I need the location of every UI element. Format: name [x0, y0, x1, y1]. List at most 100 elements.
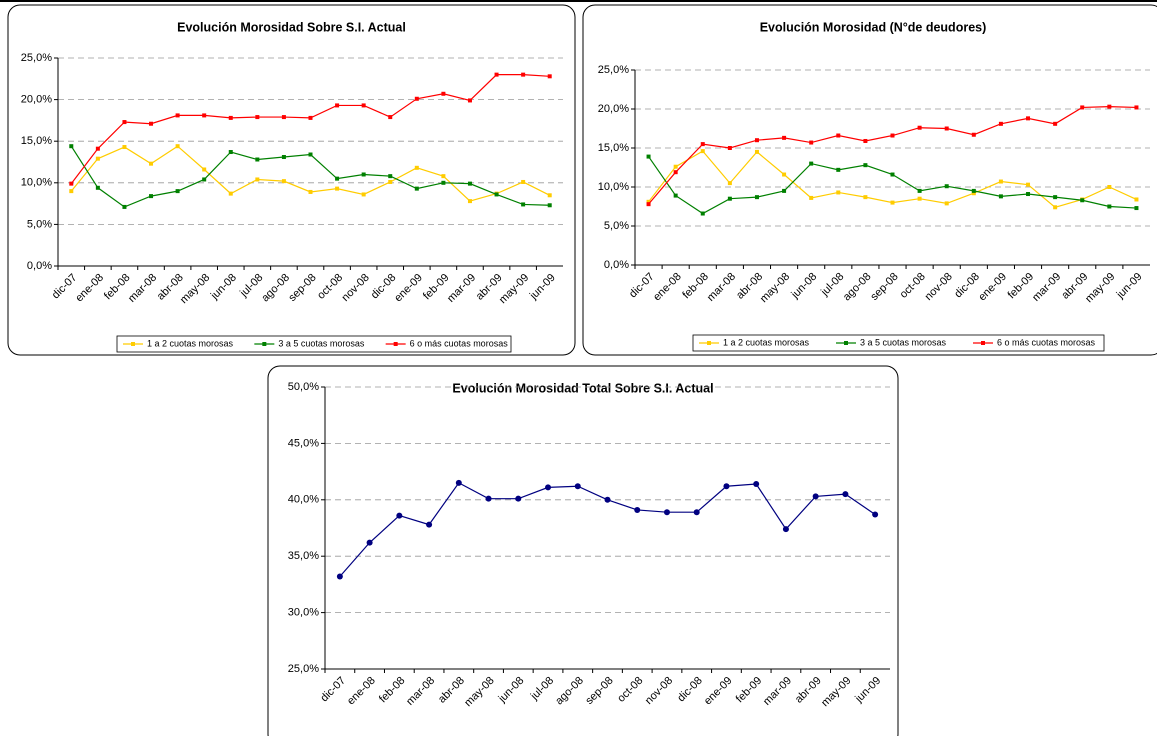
legend-marker — [131, 342, 135, 346]
y-tick-label: 10,0% — [598, 181, 629, 193]
data-point — [95, 156, 100, 161]
data-point — [202, 177, 207, 182]
data-point — [890, 172, 895, 177]
data-point — [782, 135, 787, 140]
data-point — [69, 181, 74, 186]
data-point — [255, 177, 260, 182]
y-tick-label: 5,0% — [604, 220, 629, 232]
data-point — [753, 481, 760, 488]
data-point — [149, 121, 154, 126]
data-point — [673, 193, 678, 198]
data-point — [175, 189, 180, 194]
y-tick-label: 25,0% — [288, 663, 319, 675]
y-tick-label: 20,0% — [598, 103, 629, 115]
data-point — [414, 186, 419, 191]
data-point — [1107, 104, 1112, 109]
data-point — [863, 195, 868, 200]
data-point — [228, 150, 233, 155]
data-point — [842, 491, 849, 498]
data-point — [1053, 195, 1058, 200]
data-point — [809, 140, 814, 145]
legend-marker — [707, 341, 711, 345]
data-point — [1026, 192, 1031, 197]
data-point — [281, 179, 286, 184]
data-point — [646, 202, 651, 207]
data-point — [366, 539, 373, 546]
data-point — [1134, 206, 1139, 211]
data-point — [122, 120, 127, 125]
chart-title: Evolución Morosidad (N°de deudores) — [760, 20, 987, 34]
data-point — [836, 133, 841, 138]
chart-frame — [582, 4, 1157, 356]
data-point — [175, 113, 180, 118]
data-point — [547, 203, 552, 208]
y-tick-label: 50,0% — [288, 381, 319, 393]
data-point — [122, 204, 127, 209]
data-point — [723, 483, 730, 490]
data-point — [646, 199, 651, 204]
legend-marker — [981, 341, 985, 345]
data-point — [1026, 182, 1031, 187]
y-tick-label: 25,0% — [598, 64, 629, 76]
data-point — [281, 115, 286, 120]
data-point — [700, 149, 705, 154]
data-point — [361, 192, 366, 197]
data-point — [917, 125, 922, 130]
data-point — [426, 521, 433, 528]
data-point — [414, 165, 419, 170]
legend-label: 3 a 5 cuotas morosas — [860, 337, 947, 347]
data-point — [335, 176, 340, 181]
data-point — [574, 483, 581, 490]
data-point — [863, 138, 868, 143]
data-point — [971, 132, 976, 137]
data-point — [441, 180, 446, 185]
data-point — [754, 195, 759, 200]
data-point — [281, 155, 286, 160]
data-point — [69, 144, 74, 149]
data-point — [782, 526, 789, 533]
data-point — [700, 211, 705, 216]
data-point — [754, 149, 759, 154]
data-point — [388, 179, 393, 184]
data-point — [944, 126, 949, 131]
y-tick-label: 15,0% — [21, 135, 52, 147]
data-point — [494, 192, 499, 197]
data-point — [809, 161, 814, 166]
data-point — [228, 191, 233, 196]
data-point — [335, 103, 340, 108]
data-point — [1107, 185, 1112, 189]
data-point — [1053, 121, 1058, 126]
data-point — [95, 146, 100, 151]
data-point — [604, 496, 611, 503]
data-point — [388, 174, 393, 179]
legend-marker — [844, 341, 848, 345]
data-point — [673, 164, 678, 169]
data-point — [336, 573, 343, 580]
data-point — [547, 193, 552, 198]
legend-label: 3 a 5 cuotas morosas — [278, 338, 365, 348]
data-point — [547, 74, 552, 79]
data-point — [361, 103, 366, 108]
data-point — [521, 202, 526, 207]
data-point — [1080, 105, 1085, 110]
data-point — [441, 91, 446, 96]
data-point — [890, 200, 895, 205]
data-point — [998, 179, 1003, 184]
y-tick-label: 15,0% — [598, 142, 629, 154]
data-point — [663, 509, 670, 516]
data-point — [515, 495, 522, 502]
data-point — [95, 185, 100, 190]
data-point — [754, 138, 759, 143]
data-point — [727, 146, 732, 150]
y-tick-label: 35,0% — [288, 550, 319, 562]
data-point — [175, 144, 180, 149]
data-point — [1080, 198, 1085, 203]
data-point — [727, 196, 732, 201]
data-point — [1134, 105, 1139, 110]
y-tick-label: 45,0% — [288, 437, 319, 449]
data-point — [944, 201, 949, 206]
y-tick-label: 0,0% — [27, 260, 52, 272]
data-point — [693, 509, 700, 516]
data-point — [361, 172, 366, 177]
